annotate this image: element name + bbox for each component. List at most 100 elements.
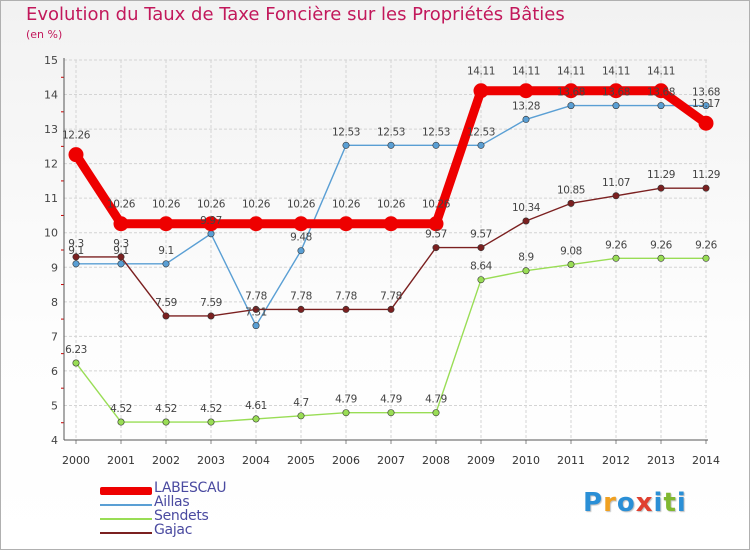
data-label-gajac: 7.78 [245, 290, 267, 302]
data-label-aillas: 9.48 [290, 232, 312, 244]
x-tick-label: 2002 [152, 454, 180, 467]
data-point-labescau [293, 216, 309, 232]
data-point-gajac [702, 184, 710, 192]
data-label-aillas: 12.53 [377, 126, 405, 138]
chart-unit-label: (en %) [26, 28, 63, 41]
x-tick-label: 2009 [467, 454, 495, 467]
grid [64, 59, 708, 441]
data-label-aillas: 13.68 [692, 87, 720, 99]
data-point-gajac [72, 253, 80, 261]
data-label-aillas: 13.68 [557, 87, 585, 99]
data-label-aillas: 12.53 [467, 126, 495, 138]
data-label-sendets: 6.23 [65, 344, 87, 356]
data-point-gajac [117, 253, 125, 261]
data-label-sendets: 4.79 [380, 394, 402, 406]
data-point-aillas [117, 260, 125, 268]
y-tick-label: 9 [51, 261, 58, 274]
data-label-aillas: 13.68 [602, 87, 630, 99]
data-point-gajac [477, 244, 485, 252]
data-point-labescau [698, 115, 714, 131]
logo-letter: t [663, 488, 677, 518]
data-point-labescau [203, 216, 219, 232]
data-point-aillas [522, 115, 530, 123]
y-tick-label: 12 [44, 158, 58, 171]
x-tick-label: 2005 [287, 454, 315, 467]
data-point-aillas [162, 260, 170, 268]
legend-item-gajac: Gajac [100, 522, 360, 540]
data-label-aillas: 13.68 [647, 87, 675, 99]
data-label-aillas: 9.97 [200, 215, 222, 227]
data-label-sendets: 4.61 [245, 400, 267, 412]
data-label-aillas: 9.1 [113, 245, 129, 257]
data-label-sendets: 9.26 [695, 239, 717, 251]
x-tick-label: 2001 [107, 454, 135, 467]
data-label-labescau: 10.26 [197, 199, 226, 211]
data-point-labescau [563, 83, 579, 99]
data-point-sendets [432, 409, 440, 417]
legend-swatch-gajac [100, 532, 152, 534]
x-tick-label: 2003 [197, 454, 225, 467]
data-point-labescau [158, 216, 174, 232]
y-tick-label: 7 [51, 330, 58, 343]
data-point-labescau [383, 216, 399, 232]
data-label-aillas: 12.53 [332, 126, 360, 138]
logo-letter: P [583, 488, 604, 518]
data-label-gajac: 7.59 [155, 297, 177, 309]
legend-item-aillas: Aillas [100, 494, 360, 512]
data-label-gajac: 9.3 [68, 238, 84, 250]
data-point-aillas [657, 102, 665, 110]
legend-swatch-labescau [100, 487, 152, 495]
data-label-aillas: 13.28 [512, 100, 540, 112]
data-point-sendets [702, 254, 710, 262]
data-label-labescau: 10.26 [377, 199, 406, 211]
y-tick-label: 11 [44, 192, 58, 205]
data-point-labescau [248, 216, 264, 232]
data-point-aillas [477, 141, 485, 149]
data-label-labescau: 10.26 [152, 199, 181, 211]
proxiti-logo: Proxiti [583, 488, 687, 518]
data-point-sendets [477, 276, 485, 284]
data-label-labescau: 13.17 [692, 98, 720, 110]
data-labels: 12.26 10.26 10.26 10.26 10.26 10.26 10.26 10.26… [62, 66, 720, 415]
axes: 4 5 6 7 8 9 10 11 12 13 14 15 2000 2001 2002 2003 2004 20… [44, 54, 720, 467]
x-tick-label: 2000 [62, 454, 90, 467]
data-label-labescau: 14.11 [467, 66, 495, 78]
data-label-labescau: 14.11 [647, 66, 675, 78]
data-point-sendets [117, 418, 125, 426]
data-point-gajac [432, 244, 440, 252]
y-tick-label: 5 [51, 399, 58, 412]
data-point-aillas [432, 141, 440, 149]
x-tick-label: 2012 [602, 454, 630, 467]
y-tick-label: 10 [44, 227, 58, 240]
data-point-gajac [162, 312, 170, 320]
y-tick-label: 13 [44, 123, 58, 136]
data-label-gajac: 9.57 [425, 229, 447, 241]
data-label-gajac: 10.85 [557, 184, 585, 196]
x-tick-label: 2004 [242, 454, 270, 467]
data-point-labescau [113, 216, 129, 232]
x-tick-label: 2006 [332, 454, 360, 467]
data-point-sendets [567, 261, 575, 269]
legend-item-sendets: Sendets [100, 508, 360, 526]
data-label-sendets: 4.52 [155, 403, 177, 415]
data-point-sendets [612, 254, 620, 262]
data-label-sendets: 9.08 [560, 246, 582, 258]
data-point-aillas [207, 230, 215, 238]
data-label-sendets: 4.7 [293, 397, 309, 409]
data-point-aillas [612, 102, 620, 110]
x-tick-label: 2007 [377, 454, 405, 467]
data-point-gajac [567, 199, 575, 207]
x-tick-label: 2014 [692, 454, 720, 467]
legend-item-labescau: LABESCAU [100, 480, 360, 498]
data-label-sendets: 9.26 [650, 239, 672, 251]
data-point-gajac [342, 305, 350, 313]
x-tick-label: 2010 [512, 454, 540, 467]
data-point-sendets [207, 418, 215, 426]
data-point-gajac [387, 305, 395, 313]
data-label-gajac: 7.59 [200, 297, 222, 309]
legend-swatch-aillas [100, 504, 152, 506]
data-label-aillas: 12.53 [422, 126, 450, 138]
data-label-gajac: 11.07 [602, 177, 630, 189]
legend-label: Aillas [154, 494, 190, 510]
data-label-sendets: 8.64 [470, 261, 492, 273]
